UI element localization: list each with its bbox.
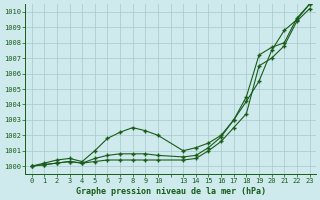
X-axis label: Graphe pression niveau de la mer (hPa): Graphe pression niveau de la mer (hPa) — [76, 187, 266, 196]
